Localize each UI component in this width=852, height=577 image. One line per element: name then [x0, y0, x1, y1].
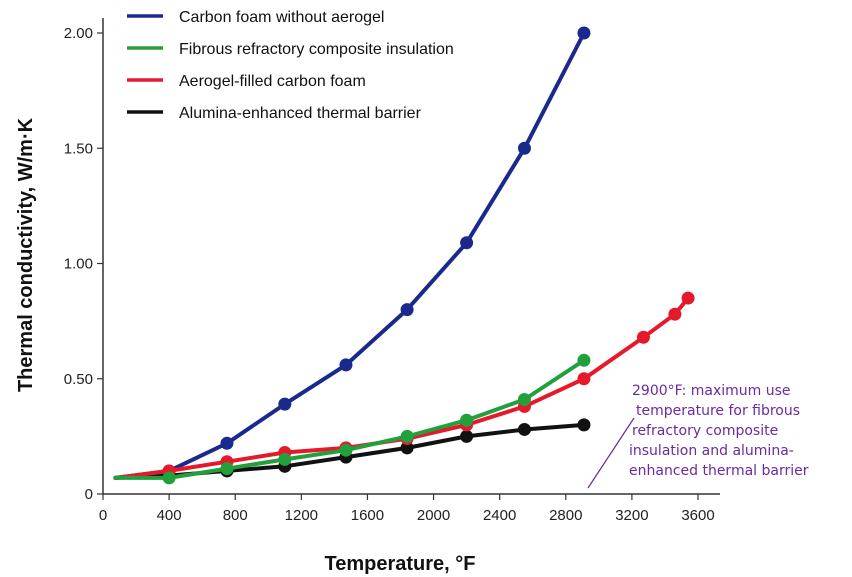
series-3 [113, 291, 695, 480]
data-point [220, 436, 234, 450]
legend-item: Alumina-enhanced thermal barrier [127, 105, 422, 122]
axes [102, 18, 720, 495]
data-point [636, 330, 650, 344]
legend-item: Fibrous refractory composite insulation [127, 41, 454, 58]
x-tick-label: 2800 [549, 507, 582, 524]
data-point [460, 236, 474, 250]
data-point [460, 413, 474, 427]
legend: Carbon foam without aerogel Fibrous refra… [127, 9, 454, 122]
x-tick-label: 1600 [351, 507, 384, 524]
data-point [278, 397, 292, 411]
data-point [220, 462, 234, 476]
x-axis-title: Temperature, °F [325, 553, 476, 575]
data-point [339, 358, 353, 372]
series-2 [113, 353, 591, 485]
annotation: 2900°F: maximum use temperature for fibr… [587, 383, 809, 489]
legend-item: Carbon foam without aerogel [127, 9, 384, 26]
series-1 [113, 26, 591, 480]
x-ticks: 0 400 800 1200 1600 2000 2400 2800 3200 3600 [99, 494, 715, 524]
legend-label: Aerogel-filled carbon foam [179, 73, 366, 90]
x-tick-label: 400 [157, 507, 182, 524]
data-point [400, 441, 414, 455]
y-ticks: 0 0.50 1.00 1.50 2.00 [64, 25, 103, 503]
legend-label: Carbon foam without aerogel [179, 9, 384, 26]
y-tick-label: 1.50 [64, 140, 93, 157]
data-point [460, 429, 474, 443]
x-tick-label: 2000 [417, 507, 450, 524]
annotation-line: enhanced thermal barrier [629, 463, 809, 479]
y-tick-label: 1.00 [64, 256, 93, 273]
data-point [517, 422, 531, 436]
y-tick-label: 2.00 [64, 25, 93, 42]
data-point [339, 443, 353, 457]
data-point [577, 372, 591, 386]
data-point [577, 26, 591, 40]
data-point [278, 452, 292, 466]
data-point [577, 418, 591, 432]
annotation-line: temperature for fibrous [636, 403, 800, 419]
data-point [517, 141, 531, 155]
series-layer [113, 26, 695, 485]
y-tick-label: 0.50 [64, 371, 93, 388]
data-point [681, 291, 695, 305]
x-tick-label: 0 [99, 507, 107, 524]
y-tick-label: 0 [85, 486, 93, 503]
data-point [577, 353, 591, 367]
data-point [668, 307, 682, 321]
legend-item: Aerogel-filled carbon foam [127, 73, 366, 90]
annotation-line: 2900°F: maximum use [632, 383, 791, 399]
annotation-line: insulation and alumina- [629, 443, 794, 459]
legend-label: Fibrous refractory composite insulation [179, 41, 454, 58]
annotation-line: refractory composite [632, 423, 778, 439]
data-point [400, 429, 414, 443]
data-point [400, 303, 414, 317]
x-tick-label: 2400 [483, 507, 516, 524]
legend-label: Alumina-enhanced thermal barrier [179, 105, 422, 122]
series-line [113, 296, 691, 480]
data-point [162, 471, 176, 485]
x-tick-label: 800 [223, 507, 248, 524]
data-point [517, 392, 531, 406]
x-tick-label: 1200 [285, 507, 318, 524]
x-tick-label: 3600 [681, 507, 714, 524]
annotation-pointer [587, 417, 635, 489]
x-tick-label: 3200 [615, 507, 648, 524]
y-axis-title: Thermal conductivity, W/m·K [15, 117, 37, 392]
